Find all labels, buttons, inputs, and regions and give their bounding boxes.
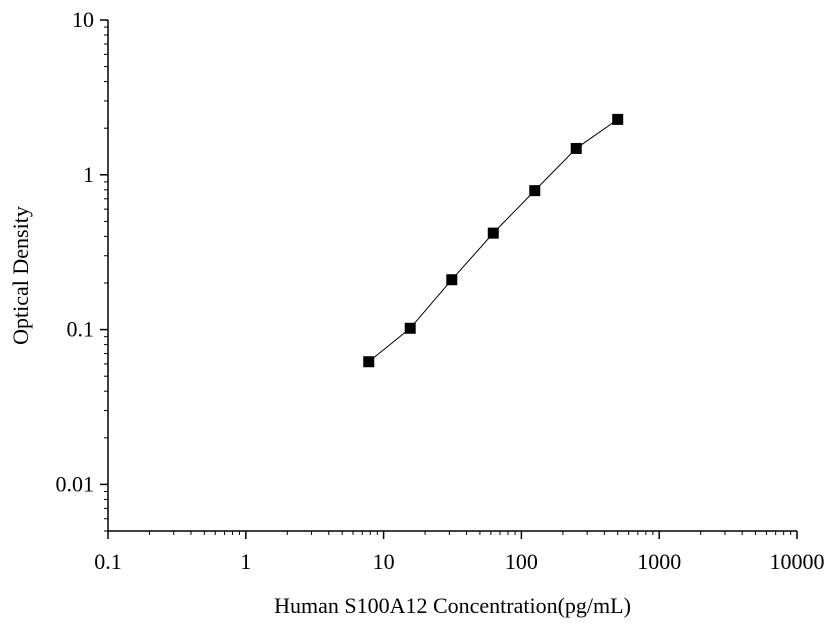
data-point xyxy=(612,113,624,125)
x-tick-label: 10000 xyxy=(770,549,825,574)
y-tick-label: 0.1 xyxy=(67,317,95,342)
axes: 0.1 1 10 100 1000 10000 0.01 0.1 1 10 xyxy=(56,7,825,574)
y-axis-title: Optical Density xyxy=(8,206,33,345)
y-tick-label: 0.01 xyxy=(56,471,95,496)
x-axis-title: Human S100A12 Concentration(pg/mL) xyxy=(274,593,631,618)
data-point xyxy=(446,274,458,286)
y-tick-label: 1 xyxy=(83,162,94,187)
data-point xyxy=(529,185,541,197)
x-tick-label: 1 xyxy=(240,549,251,574)
data-point xyxy=(570,142,582,154)
series-layer xyxy=(363,113,624,368)
x-ticks: 0.1 1 10 100 1000 10000 xyxy=(94,531,825,574)
x-tick-label: 10 xyxy=(373,549,395,574)
y-tick-label: 10 xyxy=(72,7,94,32)
y-ticks: 0.01 0.1 1 10 xyxy=(56,7,108,532)
data-point xyxy=(363,356,375,368)
data-point xyxy=(404,322,416,334)
x-tick-label: 100 xyxy=(505,549,538,574)
data-point xyxy=(487,227,499,239)
x-tick-label: 0.1 xyxy=(94,549,122,574)
x-tick-label: 1000 xyxy=(637,549,681,574)
